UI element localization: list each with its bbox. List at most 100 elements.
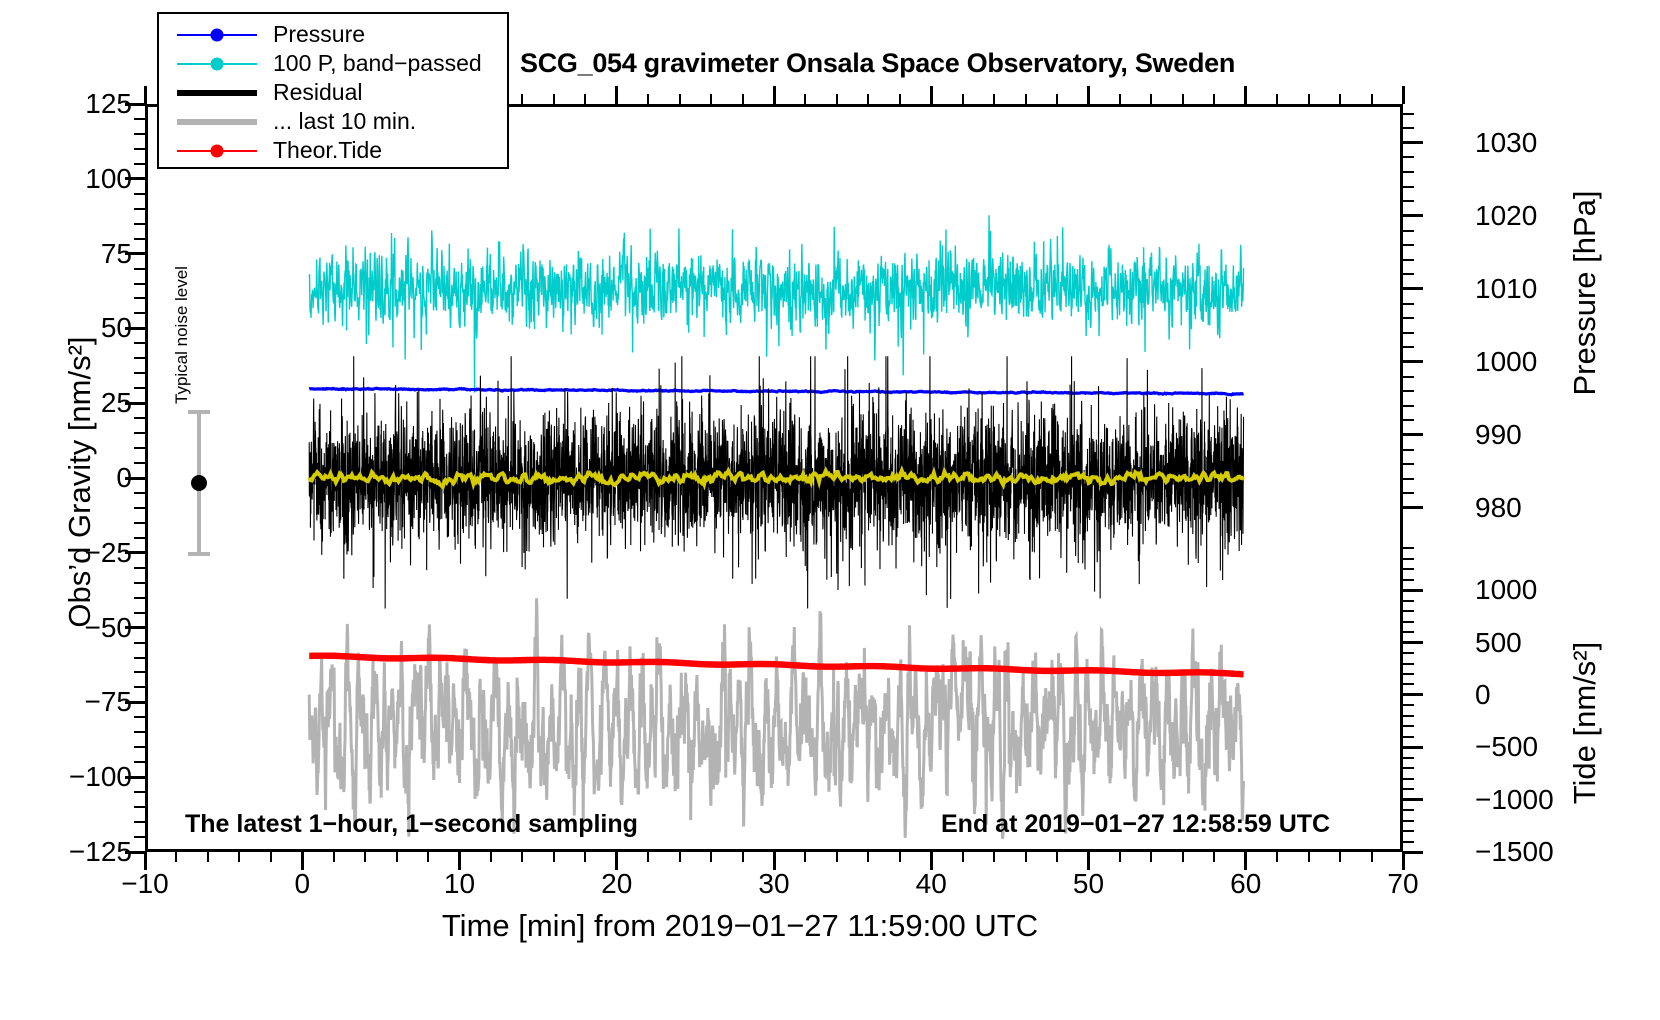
- x-tick-top: [993, 94, 996, 104]
- legend: Pressure 100 P, band−passed Residual ...…: [157, 12, 509, 169]
- tide-tick-label-3: −500: [1475, 731, 1539, 763]
- pressure-tick-minor: [1403, 477, 1414, 480]
- y-tick-minor: [134, 506, 145, 509]
- y-tick-minor: [134, 821, 145, 824]
- legend-item-last10: ... last 10 min.: [159, 107, 507, 136]
- y-tick-minor: [134, 147, 145, 150]
- tide-tick-major-1: [1403, 641, 1423, 645]
- x-tick-top: [552, 94, 555, 104]
- pressure-tick-minor: [1403, 156, 1414, 159]
- x-tick-top: [1244, 86, 1248, 104]
- y-tick-minor: [134, 357, 145, 360]
- x-tick-top: [710, 94, 713, 104]
- x-tick-minor: [206, 852, 209, 862]
- y-tick-minor: [134, 491, 145, 494]
- pressure-tick-minor: [1403, 273, 1414, 276]
- y-tick-minor: [134, 282, 145, 285]
- pressure-tick-label-1: 1020: [1475, 199, 1538, 231]
- y-tick-major-3: [125, 326, 145, 330]
- x-tick-minor: [1339, 852, 1342, 862]
- pressure-tick-minor: [1403, 448, 1414, 451]
- x-tick-major-1: [300, 852, 304, 870]
- y-tick-label-left-9: −100: [68, 761, 132, 793]
- tide-tick-minor: [1403, 578, 1414, 581]
- tide-tick-minor: [1403, 620, 1414, 623]
- pressure-tick-major-0: [1403, 141, 1423, 145]
- tide-tick-label-5: −1500: [1475, 836, 1554, 867]
- x-tick-top: [615, 86, 619, 104]
- x-tick-major-6: [1087, 852, 1090, 870]
- x-tick-minor: [741, 852, 744, 862]
- pressure-tick-label-4: 990: [1475, 418, 1522, 450]
- pressure-tick-minor: [1403, 200, 1414, 203]
- x-tick-minor: [835, 852, 838, 862]
- x-tick-label-3: 20: [601, 868, 633, 899]
- pressure-tick-label-3: 1000: [1475, 345, 1538, 377]
- x-tick-top: [835, 94, 838, 104]
- tide-tick-label-2: 0: [1475, 678, 1491, 710]
- pressure-tick-minor: [1403, 229, 1414, 232]
- y-tick-label-left-0: 125: [85, 88, 132, 119]
- y-tick-minor: [134, 761, 145, 764]
- x-tick-minor: [993, 852, 996, 862]
- x-tick-top: [1339, 94, 1342, 104]
- y-tick-minor: [134, 432, 145, 435]
- y-tick-label-left-7: −50: [84, 611, 133, 643]
- y-tick-major-0: [125, 102, 145, 106]
- x-tick-major-5: [929, 852, 933, 870]
- typical-noise-level-annotation: Typical noise level: [172, 266, 248, 570]
- tide-tick-label-4: −1000: [1475, 783, 1554, 815]
- x-tick-label-4: 30: [758, 868, 790, 899]
- y-tick-minor: [134, 656, 145, 659]
- x-tick-minor: [364, 852, 367, 862]
- x-tick-label-5: 40: [915, 868, 947, 899]
- series-theor-tide: [309, 652, 1244, 678]
- tide-tick-minor: [1403, 568, 1414, 571]
- noise-label: Typical noise level: [172, 266, 191, 404]
- tide-tick-minor: [1403, 735, 1414, 738]
- y-tick-minor: [134, 207, 145, 210]
- legend-swatch-last10: [173, 112, 261, 132]
- tide-tick-minor: [1403, 599, 1414, 602]
- tide-tick-minor: [1403, 683, 1414, 686]
- y-tick-major-8: [125, 700, 145, 704]
- x-tick-minor: [1181, 852, 1184, 862]
- pressure-tick-minor: [1403, 492, 1414, 495]
- y-tick-minor: [134, 746, 145, 749]
- x-tick-minor: [521, 852, 524, 862]
- pressure-tick-minor: [1403, 244, 1414, 247]
- tide-tick-minor: [1403, 610, 1414, 613]
- y-tick-minor: [134, 671, 145, 674]
- x-tick-minor: [489, 852, 492, 862]
- x-tick-minor: [552, 852, 555, 862]
- x-tick-minor: [647, 852, 650, 862]
- tide-tick-minor: [1403, 819, 1414, 822]
- tide-tick-minor: [1403, 840, 1414, 843]
- y-tick-minor: [134, 237, 145, 240]
- y-tick-minor: [134, 836, 145, 839]
- x-tick-label-7: 60: [1230, 868, 1262, 899]
- x-tick-minor: [332, 852, 335, 862]
- legend-label-bandpassed: 100 P, band−passed: [273, 50, 482, 76]
- legend-label-tide: Theor.Tide: [273, 137, 383, 163]
- x-tick-minor: [395, 852, 398, 862]
- x-tick-top: [1056, 94, 1059, 104]
- legend-label-pressure: Pressure: [273, 21, 366, 47]
- x-tick-minor: [1150, 852, 1153, 862]
- series-last-10-min: [307, 598, 1246, 840]
- noise-cap-top: [188, 410, 210, 414]
- chart-title: SCG_054 gravimeter Onsala Space Observat…: [520, 48, 1236, 78]
- y-tick-minor: [134, 731, 145, 734]
- pressure-tick-minor: [1403, 171, 1414, 174]
- x-tick-top: [1370, 94, 1373, 104]
- y-tick-label-left-4: 25: [100, 387, 132, 419]
- x-tick-top: [678, 94, 681, 104]
- pressure-tick-minor: [1403, 112, 1414, 115]
- pressure-tick-minor: [1403, 185, 1414, 188]
- x-tick-top: [1213, 94, 1216, 104]
- y-tick-label-left-3: 50: [100, 312, 132, 344]
- y-axis-label-right-pressure: Pressure [hPa]: [1567, 190, 1602, 396]
- x-axis-label: Time [min] from 2019−01−27 11:59:00 UTC: [441, 908, 1039, 943]
- y-tick-minor: [134, 791, 145, 794]
- tide-tick-minor: [1403, 830, 1414, 833]
